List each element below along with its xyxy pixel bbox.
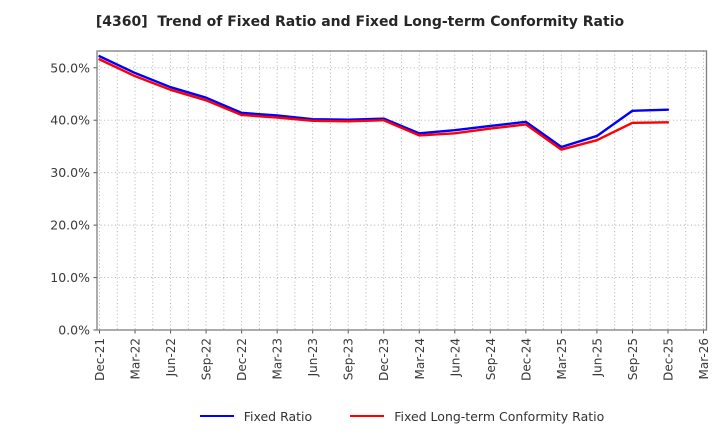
line-chart-plot: 0.0% 10.0% 20.0% 30.0% 40.0% 50.0% Dec-21 Mar-2…: [50, 50, 711, 381]
legend-item-fixed-long-term-conformity-ratio: Fixed Long-term Conformity Ratio: [350, 409, 604, 424]
x-tick-label: Dec-23: [377, 338, 391, 381]
x-tick-label: Mar-22: [129, 338, 143, 379]
y-tick-label: 20.0%: [50, 218, 90, 233]
x-tick-label: Jun-22: [164, 338, 178, 377]
x-tick-label: Dec-22: [235, 338, 249, 381]
y-tick-label: 10.0%: [50, 270, 90, 285]
x-tick-label: Dec-21: [93, 338, 107, 381]
x-tick-label: Mar-26: [697, 338, 711, 379]
y-tick-label: 0.0%: [58, 323, 90, 338]
x-tick-label: Dec-25: [661, 338, 675, 381]
x-tick-label: Sep-24: [484, 338, 498, 380]
y-tick-label: 50.0%: [50, 60, 90, 75]
chart-title: [4360] Trend of Fixed Ratio and Fixed Lo…: [95, 14, 625, 30]
y-tick-label: 40.0%: [50, 113, 90, 128]
plot-border: [96, 50, 708, 331]
x-tick-label: Sep-25: [626, 338, 640, 380]
y-tick-label: 30.0%: [50, 165, 90, 180]
series-line-fixed-ratio: [98, 55, 670, 149]
x-tick-label: Jun-23: [306, 338, 320, 377]
x-tick-label: Sep-22: [200, 338, 214, 380]
x-tick-label: Sep-23: [342, 338, 356, 380]
fixed-long-term-conformity-ratio-line-icon: [350, 415, 385, 417]
x-tick-label: Jun-24: [448, 338, 462, 377]
legend-item-fixed-ratio: Fixed Ratio: [199, 408, 313, 424]
x-tick-label: Dec-24: [519, 338, 533, 381]
legend-label-fixed-ratio: Fixed Ratio: [243, 408, 313, 424]
x-tick-label: Mar-25: [555, 338, 569, 379]
x-tick-label: Mar-24: [413, 338, 427, 379]
series-line-fixed-long-term-conformity-ratio: [98, 58, 670, 151]
legend-label-fixed-long-term-conformity-ratio: Fixed Long-term Conformity Ratio: [394, 408, 605, 424]
fixed-ratio-line-icon: [199, 415, 234, 417]
x-tick-label: Jun-25: [590, 338, 604, 377]
legend: Fixed Ratio Fixed Long-term Conformity R…: [97, 403, 707, 429]
x-tick-label: Mar-23: [271, 338, 285, 379]
